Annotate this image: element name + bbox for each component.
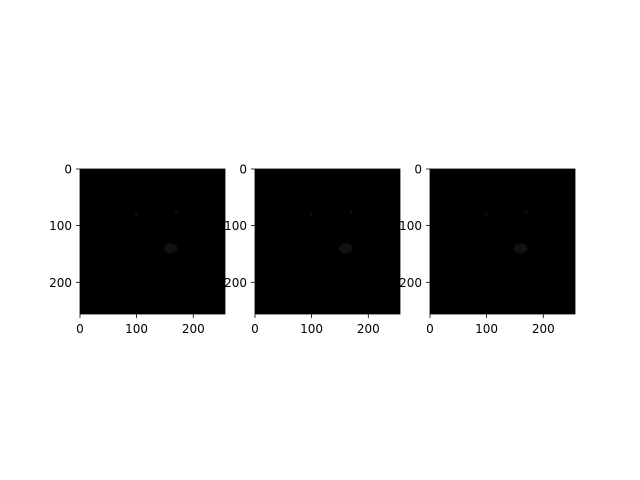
panel-1-ytick-200: 200: [49, 276, 72, 290]
panel-3-ytick-0: 0: [414, 163, 422, 177]
panel-1-xticks: 0 100 200: [76, 314, 205, 336]
panel-2: 0 100 200 0 100 200: [224, 163, 401, 336]
panel-3-xticks: 0 100 200: [426, 314, 555, 336]
panel-3: 0 100 200 0 100 200: [399, 163, 576, 336]
panel-3-image: [430, 169, 575, 314]
panel-1-xtick-100: 100: [125, 322, 148, 336]
panel-2-yticks: 0 100 200: [224, 163, 255, 290]
panel-1-ytick-100: 100: [49, 219, 72, 233]
panel-1-frame: [79, 168, 226, 315]
panel-1: 0 100 200 0 100 200: [49, 163, 226, 336]
panel-2-xtick-0: 0: [251, 322, 259, 336]
panel-2-xtick-100: 100: [300, 322, 323, 336]
panel-3-xtick-100: 100: [475, 322, 498, 336]
panel-3-xtick-200: 200: [532, 322, 555, 336]
panel-3-frame: [429, 168, 576, 315]
panel-2-ytick-0: 0: [239, 163, 247, 177]
panel-3-ytick-200: 200: [399, 276, 422, 290]
panel-2-ytick-100: 100: [224, 219, 247, 233]
panel-1-image: [80, 169, 225, 314]
panel-2-ytick-200: 200: [224, 276, 247, 290]
panel-1-yticks: 0 100 200: [49, 163, 80, 290]
panel-3-yticks: 0 100 200: [399, 163, 430, 290]
panel-1-ytick-0: 0: [64, 163, 72, 177]
panel-2-frame: [254, 168, 401, 315]
panel-1-xtick-200: 200: [182, 322, 205, 336]
panel-2-xtick-200: 200: [357, 322, 380, 336]
panel-3-xtick-0: 0: [426, 322, 434, 336]
panel-2-image: [255, 169, 400, 314]
panel-3-ytick-100: 100: [399, 219, 422, 233]
panel-2-xticks: 0 100 200: [251, 314, 380, 336]
panel-1-xtick-0: 0: [76, 322, 84, 336]
